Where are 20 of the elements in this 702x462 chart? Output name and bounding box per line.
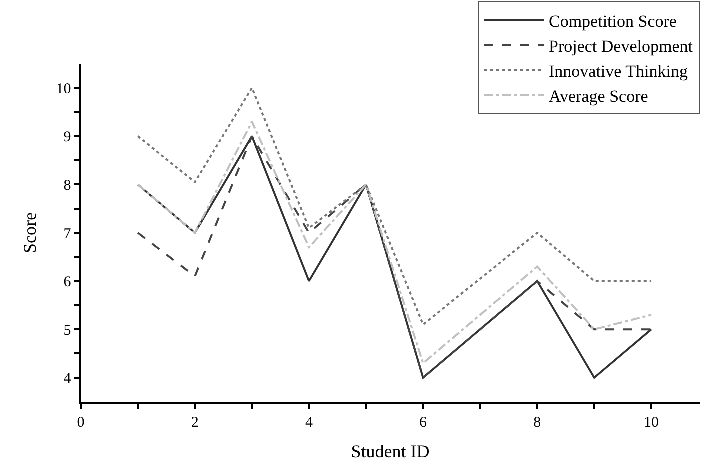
y-axis-title: Score xyxy=(20,212,40,254)
y-tick-label: 5 xyxy=(64,322,72,339)
y-tick-label: 4 xyxy=(64,371,72,388)
legend-label: Competition Score xyxy=(549,12,677,31)
x-tick-label: 8 xyxy=(534,414,542,431)
y-tick-label: 7 xyxy=(64,226,72,242)
x-tick-label: 2 xyxy=(191,414,199,431)
y-tick-label: 9 xyxy=(64,130,72,146)
line-series xyxy=(137,87,653,326)
x-tick-label: 4 xyxy=(305,414,314,431)
legend-label: Project Development xyxy=(549,36,694,56)
y-tick-label: 8 xyxy=(64,178,72,194)
x-tick-label: 6 xyxy=(420,414,428,431)
legend-label: Average Score xyxy=(549,87,648,106)
x-tick-label: 10 xyxy=(644,414,660,431)
legend-label: Innovative Thinking xyxy=(549,62,688,82)
y-tick-label: 6 xyxy=(64,274,72,291)
x-tick-label: 0 xyxy=(77,414,85,431)
x-axis-title: Student ID xyxy=(351,441,430,462)
y-tick-label: 10 xyxy=(56,81,72,98)
